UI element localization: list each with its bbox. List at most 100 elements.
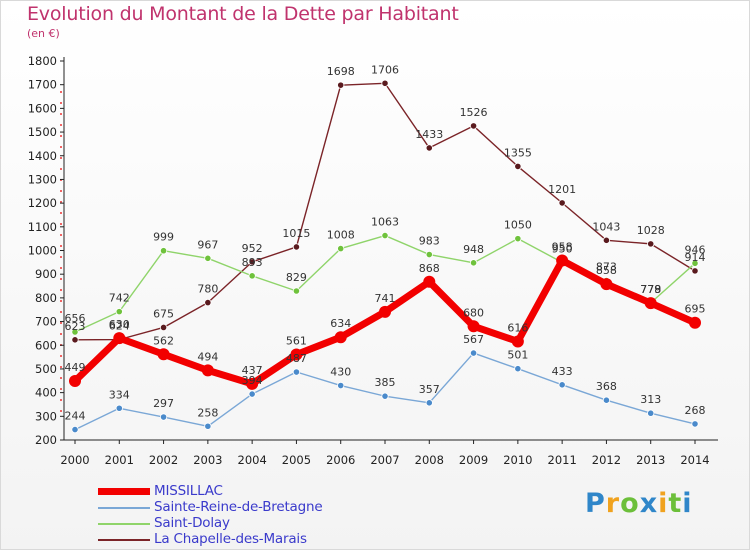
data-point-missillac bbox=[379, 305, 391, 318]
data-label-la-chapelle-des-marais: 675 bbox=[153, 307, 174, 320]
y-tick-label: 1400 bbox=[28, 149, 57, 163]
data-point-saint-dolay bbox=[381, 231, 389, 240]
data-label-sainte-reine-de-bretagne: 385 bbox=[375, 376, 396, 389]
data-label-saint-dolay: 999 bbox=[153, 231, 174, 244]
data-point-saint-dolay bbox=[292, 287, 301, 295]
legend-swatch-sainte-reine bbox=[98, 507, 150, 509]
y-tick-label: 1200 bbox=[28, 196, 57, 210]
legend-swatch-saint-dolay bbox=[98, 523, 150, 525]
data-point-la-chapelle-des-marais bbox=[691, 267, 699, 275]
data-label-missillac: 437 bbox=[242, 364, 263, 377]
data-label-saint-dolay: 1050 bbox=[504, 219, 532, 232]
y-tick-label: 1800 bbox=[28, 54, 57, 68]
data-label-sainte-reine-de-bretagne: 357 bbox=[419, 383, 440, 396]
data-point-la-chapelle-des-marais bbox=[425, 144, 433, 152]
data-point-la-chapelle-des-marais bbox=[292, 243, 301, 251]
y-tick-label: 1000 bbox=[28, 244, 57, 258]
data-label-sainte-reine-de-bretagne: 501 bbox=[507, 349, 528, 362]
legend-label: Sainte-Reine-de-Bretagne bbox=[154, 499, 323, 515]
data-point-sainte-reine-de-bretagne bbox=[602, 396, 611, 404]
data-point-missillac bbox=[113, 332, 126, 345]
data-point-missillac bbox=[556, 254, 569, 267]
y-tick-label: 1500 bbox=[28, 125, 57, 139]
x-tick-label: 2008 bbox=[415, 453, 444, 467]
y-tick-label: 900 bbox=[35, 267, 57, 281]
y-tick-label: 1300 bbox=[28, 172, 57, 186]
y-tick-label: 500 bbox=[35, 362, 57, 376]
data-point-sainte-reine-de-bretagne bbox=[204, 422, 212, 430]
data-point-sainte-reine-de-bretagne bbox=[381, 392, 389, 400]
data-point-la-chapelle-des-marais bbox=[647, 240, 655, 248]
legend-label: MISSILLAC bbox=[154, 483, 223, 499]
data-point-sainte-reine-de-bretagne bbox=[469, 349, 478, 357]
data-point-la-chapelle-des-marais bbox=[248, 258, 256, 266]
data-point-la-chapelle-des-marais bbox=[159, 323, 168, 332]
data-label-missillac: 494 bbox=[197, 350, 218, 363]
x-tick-label: 2012 bbox=[592, 453, 621, 467]
data-label-saint-dolay: 873 bbox=[596, 261, 617, 274]
data-point-la-chapelle-des-marais bbox=[71, 336, 79, 344]
data-label-sainte-reine-de-bretagne: 394 bbox=[242, 374, 263, 387]
data-point-sainte-reine-de-bretagne bbox=[248, 390, 256, 398]
data-label-saint-dolay: 1063 bbox=[371, 216, 399, 229]
data-point-sainte-reine-de-bretagne bbox=[292, 368, 301, 376]
data-label-missillac: 958 bbox=[552, 240, 573, 253]
data-point-missillac bbox=[201, 364, 214, 377]
data-point-missillac bbox=[290, 348, 303, 361]
data-label-saint-dolay: 948 bbox=[463, 243, 484, 256]
x-tick-label: 2009 bbox=[459, 453, 488, 467]
data-point-sainte-reine-de-bretagne bbox=[71, 425, 79, 434]
data-point-missillac bbox=[246, 377, 259, 390]
data-point-missillac bbox=[423, 275, 436, 288]
data-point-missillac bbox=[69, 375, 81, 388]
x-tick-label: 2010 bbox=[503, 453, 532, 467]
y-tick-label: 600 bbox=[35, 338, 57, 352]
data-point-saint-dolay bbox=[469, 259, 478, 267]
data-label-sainte-reine-de-bretagne: 313 bbox=[640, 393, 661, 406]
data-label-la-chapelle-des-marais: 1698 bbox=[327, 65, 355, 78]
y-tick-label: 1100 bbox=[28, 220, 57, 234]
data-label-la-chapelle-des-marais: 1028 bbox=[637, 224, 665, 237]
data-label-sainte-reine-de-bretagne: 567 bbox=[463, 333, 484, 346]
data-label-missillac: 778 bbox=[640, 283, 661, 296]
data-point-la-chapelle-des-marais bbox=[204, 299, 212, 307]
x-tick-label: 2014 bbox=[680, 453, 709, 467]
data-label-la-chapelle-des-marais: 1433 bbox=[415, 128, 443, 141]
data-point-la-chapelle-des-marais bbox=[558, 199, 566, 207]
data-label-missillac: 616 bbox=[507, 321, 528, 334]
legend-label: Saint-Dolay bbox=[154, 515, 230, 531]
data-label-saint-dolay: 950 bbox=[552, 242, 573, 255]
data-label-la-chapelle-des-marais: 623 bbox=[65, 320, 86, 333]
data-label-sainte-reine-de-bretagne: 368 bbox=[596, 380, 617, 393]
data-label-missillac: 630 bbox=[109, 318, 130, 331]
data-point-missillac bbox=[467, 320, 480, 333]
data-label-saint-dolay: 946 bbox=[685, 243, 706, 256]
y-tick-label: 200 bbox=[35, 433, 57, 447]
data-point-saint-dolay bbox=[514, 235, 522, 243]
x-tick-label: 2002 bbox=[149, 453, 178, 467]
chart-subtitle: (en €) bbox=[27, 27, 60, 40]
data-label-la-chapelle-des-marais: 914 bbox=[685, 251, 706, 264]
data-label-la-chapelle-des-marais: 1201 bbox=[548, 183, 576, 196]
chart-title: Evolution du Montant de la Dette par Hab… bbox=[27, 3, 459, 25]
data-point-sainte-reine-de-bretagne bbox=[514, 365, 522, 373]
data-point-sainte-reine-de-bretagne bbox=[425, 399, 433, 407]
x-tick-label: 2003 bbox=[193, 453, 222, 467]
data-label-missillac: 858 bbox=[596, 264, 617, 277]
data-label-missillac: 449 bbox=[65, 361, 86, 374]
data-label-saint-dolay: 983 bbox=[419, 235, 440, 248]
data-point-la-chapelle-des-marais bbox=[602, 236, 611, 244]
data-label-sainte-reine-de-bretagne: 268 bbox=[685, 404, 706, 417]
data-point-la-chapelle-des-marais bbox=[337, 81, 345, 89]
data-point-saint-dolay bbox=[425, 250, 433, 259]
data-label-la-chapelle-des-marais: 1015 bbox=[282, 227, 310, 240]
data-label-la-chapelle-des-marais: 624 bbox=[109, 320, 130, 333]
data-label-missillac: 695 bbox=[685, 303, 706, 316]
data-point-sainte-reine-de-bretagne bbox=[691, 420, 699, 428]
data-point-saint-dolay bbox=[71, 328, 79, 336]
data-label-saint-dolay: 829 bbox=[286, 271, 307, 284]
data-label-missillac: 680 bbox=[463, 306, 484, 319]
data-label-saint-dolay: 656 bbox=[65, 312, 86, 325]
data-label-sainte-reine-de-bretagne: 430 bbox=[330, 366, 351, 379]
